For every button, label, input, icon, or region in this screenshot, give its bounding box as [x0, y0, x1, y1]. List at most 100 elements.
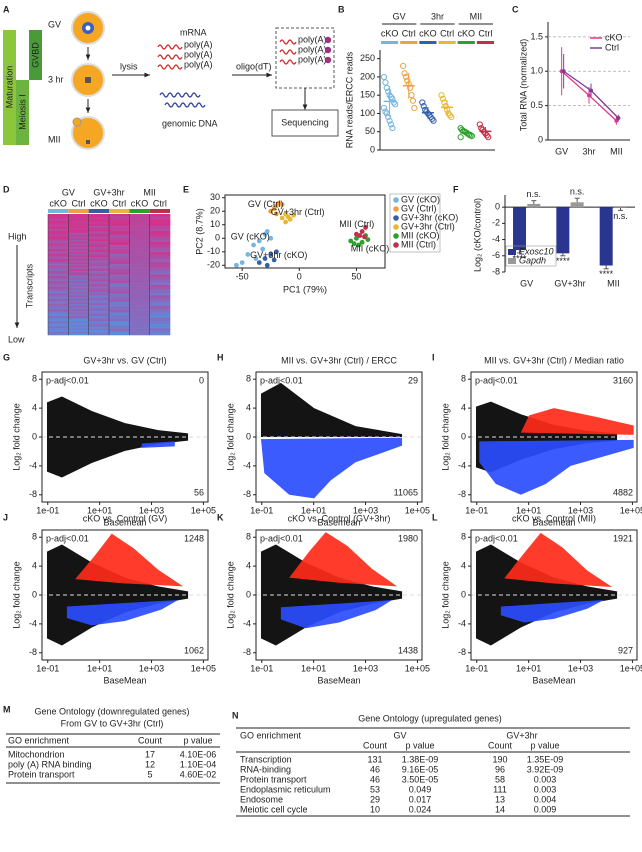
heatmap-cell [88, 307, 110, 310]
heatmap-cell [149, 217, 171, 220]
table-cell: Protein transport [8, 769, 75, 779]
heatmap-cell [48, 274, 69, 277]
group-label: GV+3hr [93, 187, 124, 197]
bar [527, 203, 541, 208]
group-label: MII [143, 187, 156, 197]
y-tick-label: 150 [360, 90, 375, 100]
heatmap-cell [129, 324, 150, 327]
heatmap-cell [68, 239, 89, 242]
threshold-label: p-adj<0.01 [475, 375, 518, 385]
heatmap-cell [129, 258, 150, 261]
x-tick-label: 1e-01 [250, 505, 273, 515]
heatmap-cell [48, 326, 69, 329]
heatmap-cell [109, 238, 130, 241]
bar [599, 207, 613, 266]
point [362, 234, 367, 240]
heatmap-cell [68, 252, 89, 255]
heatmap-cell [109, 248, 130, 251]
heatmap-cell [48, 234, 69, 237]
x-tick-label: 1e-01 [36, 505, 59, 515]
table-cell: Endoplasmic reticulum [240, 784, 331, 794]
up-count: 3160 [613, 375, 633, 385]
heatmap-cell [149, 321, 171, 324]
heatmap-cell [68, 248, 89, 251]
heatmap-cell [109, 246, 130, 249]
heatmap-cell [68, 224, 89, 227]
heatmap-cell [109, 307, 130, 310]
table-cell: 190 [492, 754, 507, 764]
heatmap-cell [109, 286, 130, 289]
heatmap-cell [109, 262, 130, 265]
heatmap-cell [129, 253, 150, 256]
heatmap-cell [48, 272, 69, 275]
table-cell: RNA-binding [240, 764, 291, 774]
point [274, 249, 279, 255]
legend-label: GV+3hr (Ctrl) [401, 221, 455, 231]
heatmap-cell [88, 312, 110, 315]
heatmap-cell [68, 241, 89, 244]
point [264, 262, 270, 268]
heatmap-cell [109, 219, 130, 222]
point [483, 132, 490, 139]
y-tick-label: 0 [215, 233, 220, 243]
heatmap-cell [129, 312, 150, 315]
point [389, 124, 396, 132]
point [245, 252, 251, 257]
heatmap-cell [88, 262, 110, 265]
x-tick-label: 1e+05 [405, 505, 430, 515]
legend-swatch [393, 242, 399, 248]
point [234, 262, 239, 268]
point-cloud [280, 600, 393, 629]
heatmap-cell [88, 291, 110, 294]
heatmap-cell [88, 258, 110, 261]
y-tick-label: -2 [492, 218, 500, 228]
heatmap-cell [88, 310, 110, 313]
panel-label: N [232, 710, 239, 720]
heatmap-cell [68, 319, 89, 322]
x-label: PC1 (79%) [283, 284, 327, 294]
heatmap-cell [109, 283, 130, 286]
heatmap-cell [149, 231, 171, 234]
y-tick-label: 0 [538, 134, 543, 144]
table-cell: 0.017 [409, 794, 432, 804]
heatmap-cell [129, 234, 150, 237]
heatmap-cell [88, 296, 110, 299]
heatmap-cell [149, 239, 171, 242]
y-tick-label: 0 [461, 431, 466, 441]
heatmap-cell [68, 219, 89, 222]
heatmap-cell [88, 214, 110, 217]
heatmap-cell [149, 315, 171, 319]
up-count: 1980 [398, 533, 418, 543]
heatmap-cell [109, 224, 130, 227]
heatmap-cell [68, 300, 89, 303]
point [262, 256, 268, 261]
panel-label: I [432, 352, 435, 362]
heatmap-cell [109, 326, 130, 329]
table-cell: Meiotic cell cycle [240, 804, 308, 814]
heatmap-cell [149, 307, 171, 310]
heatmap-cell [68, 333, 89, 336]
heatmap-cell [109, 277, 130, 280]
category-bar [457, 41, 475, 44]
table-cell: 13 [495, 794, 505, 804]
column-label: cKO [131, 198, 149, 208]
x-tick-label: GV [555, 146, 568, 156]
y-tick-label: -8 [29, 489, 37, 499]
heatmap-cell [109, 214, 130, 217]
bar-label: Maturation [4, 66, 14, 109]
heatmap-cell [48, 271, 69, 274]
point-cloud [289, 532, 398, 587]
column-bar [88, 209, 109, 213]
heatmap-cell [129, 260, 150, 263]
heatmap-cell [88, 246, 110, 249]
y-tick-label: -20 [207, 260, 220, 270]
heatmap-cell [149, 215, 171, 218]
heatmap-cell [48, 260, 69, 263]
heatmap-cell [68, 286, 89, 289]
group-label: MII [470, 11, 483, 21]
table-header: GO enrichment [8, 735, 70, 745]
heatmap-cell [129, 222, 150, 225]
point [485, 134, 492, 141]
heatmap-cell [149, 272, 171, 275]
heatmap-cell [129, 284, 150, 287]
